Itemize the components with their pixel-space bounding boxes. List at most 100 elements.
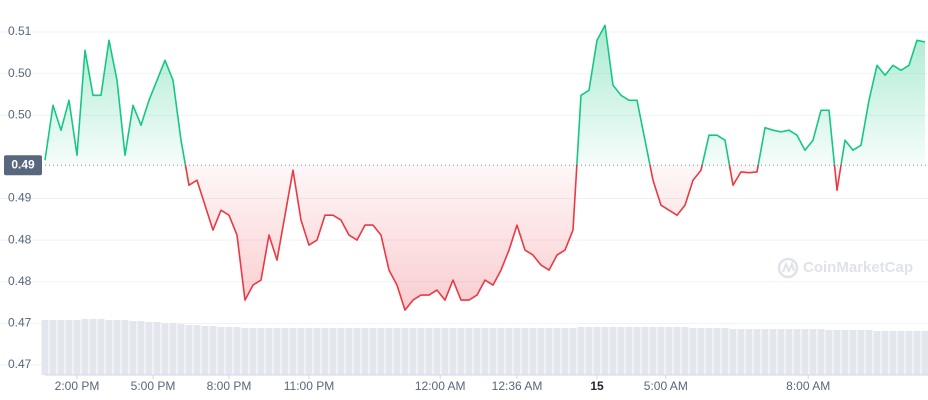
volume-bar: [833, 330, 841, 375]
volume-bar: [785, 329, 793, 375]
volume-bar: [161, 323, 169, 375]
volume-bar: [177, 324, 185, 375]
volume-bar: [233, 327, 241, 375]
volume-bar: [625, 327, 633, 375]
volume-bar: [97, 319, 105, 375]
volume-bar: [433, 328, 441, 375]
volume-bar: [65, 320, 73, 375]
volume-bar: [89, 319, 97, 375]
volume-bar: [777, 329, 785, 375]
volume-bar: [681, 327, 689, 375]
volume-bar: [361, 328, 369, 375]
volume-bar: [73, 320, 81, 375]
volume-bar: [529, 328, 537, 375]
volume-bar: [721, 328, 729, 375]
x-tick-label: 15: [590, 379, 604, 393]
x-tick-label: 11:00 PM: [284, 379, 334, 393]
volume-bar: [345, 328, 353, 375]
volume-bar: [753, 329, 761, 375]
volume-bar: [537, 328, 545, 375]
volume-bar: [449, 328, 457, 375]
volume-bar: [897, 331, 905, 375]
volume-bar: [473, 328, 481, 375]
y-tick-label: 0.48: [8, 232, 32, 246]
volume-bar: [417, 328, 425, 375]
x-tick-label: 8:00 AM: [786, 379, 830, 393]
volume-bar: [497, 328, 505, 375]
volume-bar: [545, 328, 553, 375]
volume-bar: [601, 327, 609, 375]
volume-bar: [689, 328, 697, 375]
volume-bar: [665, 327, 673, 375]
volume-bar: [657, 327, 665, 375]
volume-bar: [321, 328, 329, 375]
volume-bar: [49, 320, 57, 375]
volume-bar: [257, 328, 265, 375]
volume-bar: [865, 330, 873, 375]
volume-bar: [849, 330, 857, 375]
volume-bar: [225, 327, 233, 375]
reference-badge: [4, 155, 42, 176]
volume-bar: [609, 327, 617, 375]
y-tick-label: 0.47: [8, 316, 32, 330]
volume-bar: [385, 328, 393, 375]
volume-bar: [145, 322, 153, 375]
x-tick-label: 5:00 PM: [131, 379, 176, 393]
volume-bar: [729, 329, 737, 375]
volume-bar: [105, 320, 113, 375]
volume-bar: [617, 327, 625, 375]
volume-bar: [401, 328, 409, 375]
volume-bar: [129, 321, 137, 375]
volume-bar: [185, 325, 193, 375]
volume-bar: [425, 328, 433, 375]
x-tick-label: 5:00 AM: [644, 379, 688, 393]
volume-bar: [881, 331, 889, 375]
volume-bar: [265, 328, 273, 375]
x-tick-label: 2:00 PM: [55, 379, 100, 393]
volume-bar: [569, 328, 577, 375]
volume-bar: [641, 327, 649, 375]
volume-bar: [481, 328, 489, 375]
volume-bar: [409, 328, 417, 375]
volume-bar: [745, 329, 753, 375]
volume-bar: [297, 328, 305, 375]
volume-bar: [905, 331, 913, 375]
volume-bar: [169, 323, 177, 375]
volume-bar: [305, 328, 313, 375]
volume-bar: [137, 321, 145, 375]
volume-bar: [801, 329, 809, 375]
volume-bar: [201, 326, 209, 375]
volume-bar: [81, 319, 89, 375]
y-tick-label: 0.50: [8, 107, 32, 121]
price-area: [45, 25, 925, 311]
volume-bar: [289, 328, 297, 375]
volume-bar: [769, 329, 777, 375]
volume-bar: [217, 327, 225, 375]
volume-bar: [633, 327, 641, 375]
volume-bar: [817, 329, 825, 375]
volume-bar: [513, 328, 521, 375]
volume-bar: [553, 328, 561, 375]
volume-bar: [489, 328, 497, 375]
volume-bar: [593, 327, 601, 375]
volume-bar: [697, 328, 705, 375]
reference-label: 0.49: [11, 157, 35, 171]
volume-bar: [193, 325, 201, 375]
volume-bar: [337, 328, 345, 375]
volume-bar: [41, 320, 49, 375]
volume-bar: [153, 322, 161, 375]
volume-bar: [209, 326, 217, 375]
volume-bar: [873, 331, 881, 375]
volume-bar: [825, 330, 833, 375]
y-tick-label: 0.47: [8, 357, 32, 371]
volume-bar: [241, 328, 249, 375]
y-tick-label: 0.50: [8, 66, 32, 80]
y-tick-label: 0.48: [8, 274, 32, 288]
volume-bar: [841, 330, 849, 375]
volume-bar: [457, 328, 465, 375]
volume-bar: [577, 327, 585, 375]
volume-bar: [649, 327, 657, 375]
volume-bar: [705, 328, 713, 375]
x-tick-label: 12:36 AM: [492, 379, 543, 393]
